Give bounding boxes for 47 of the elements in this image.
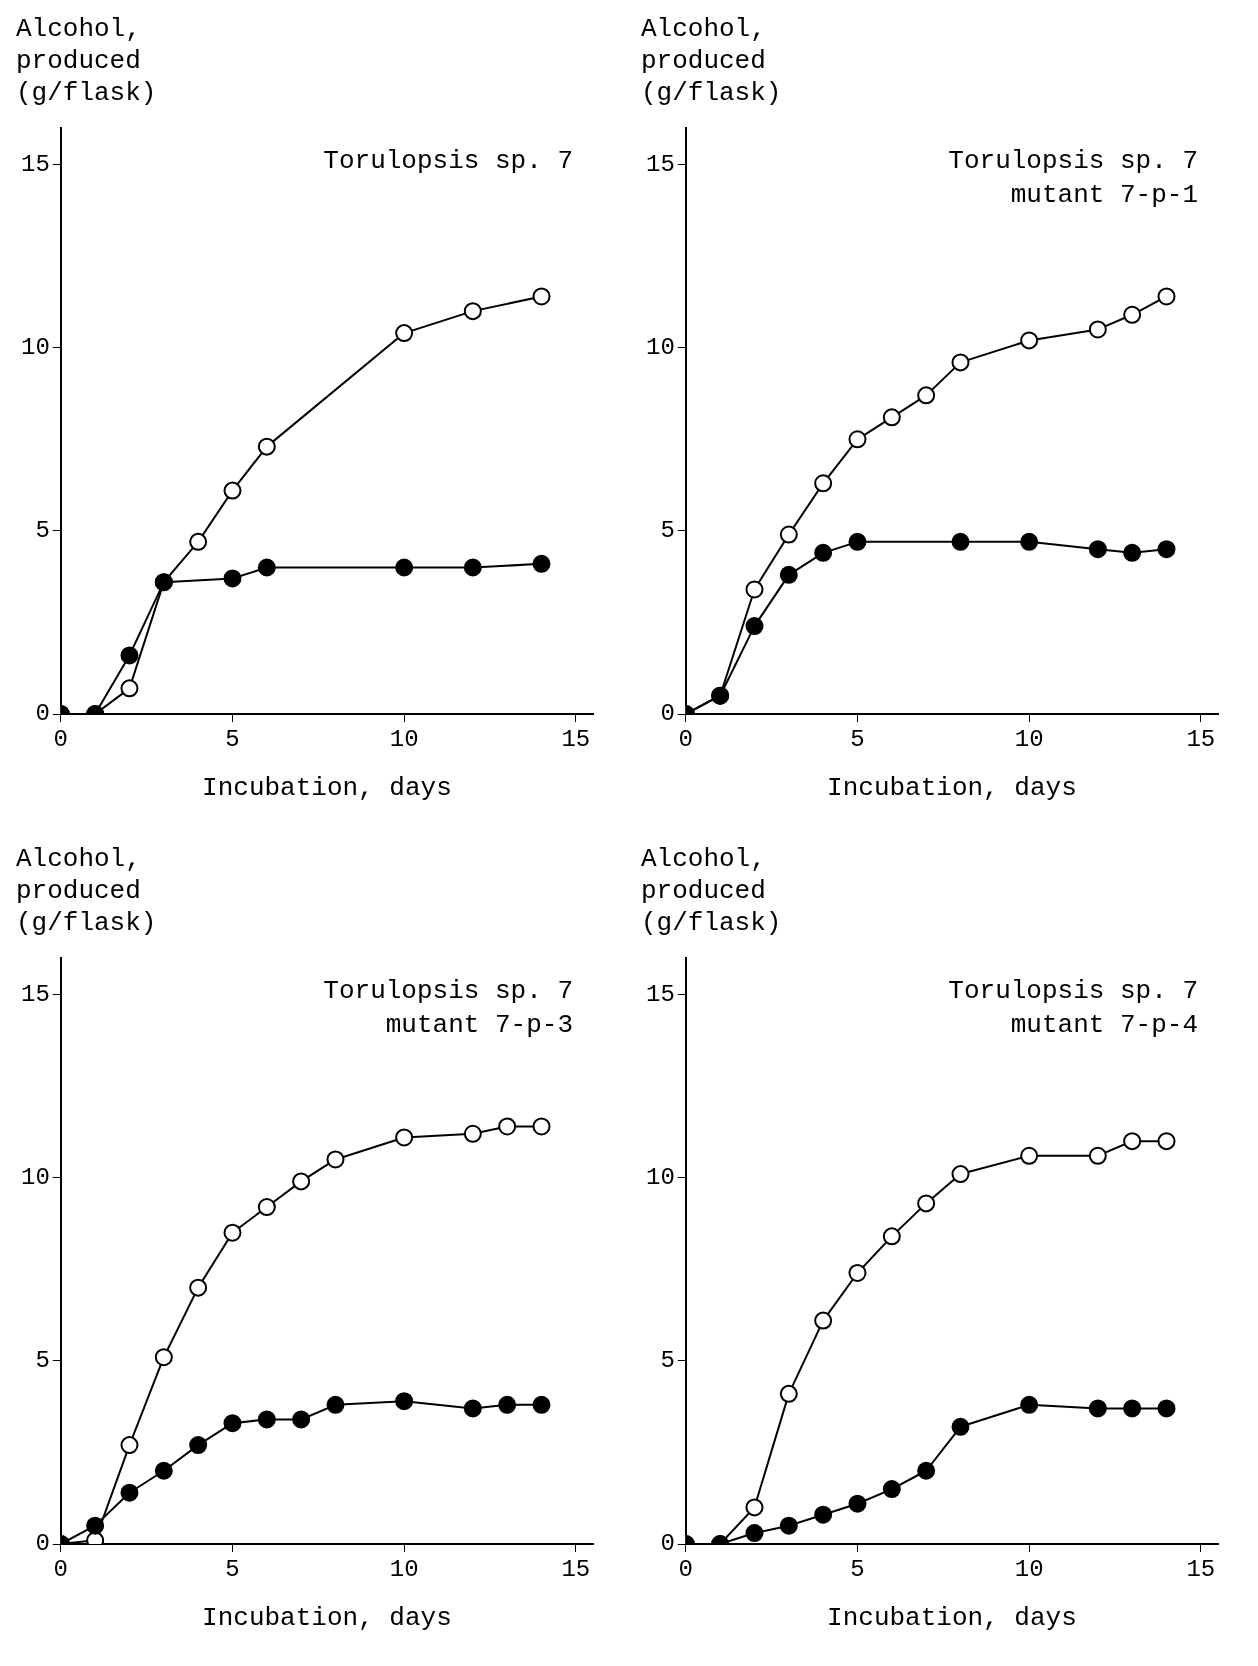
x-tick-label: 0 (678, 725, 694, 753)
y-tick-label: 15 (645, 150, 675, 178)
text: mutant 7-p-1 (1010, 179, 1198, 210)
y-tick-label: 5 (35, 517, 50, 545)
y-tick-label: 10 (20, 1164, 50, 1192)
x-tick-label: 5 (225, 725, 240, 753)
y-axis-title: Alcohol, produced (g/flask) (16, 843, 157, 938)
y-tick-label: 15 (645, 980, 675, 1008)
y-tick-label: 0 (660, 700, 675, 728)
y-tick-label: 0 (660, 1530, 675, 1558)
x-tick-label: 0 (678, 1555, 694, 1583)
x-tick-label: 5 (850, 725, 865, 753)
x-axis-title: Incubation, days (827, 773, 1077, 804)
y-axis-title: Alcohol, produced (g/flask) (641, 843, 782, 938)
text: Torulopsis sp. 7 (323, 145, 573, 176)
text: Torulopsis sp. 7 (948, 975, 1198, 1006)
x-tick-label: 0 (53, 1555, 69, 1583)
x-tick-label: 15 (1186, 725, 1216, 753)
y-tick-label: 0 (35, 1530, 50, 1558)
x-tick-label: 10 (1014, 1555, 1044, 1583)
y-tick-label: 5 (35, 1347, 50, 1375)
x-tick-label: 10 (389, 1555, 419, 1583)
x-tick-label: 15 (561, 1555, 591, 1583)
y-tick-label: 5 (660, 517, 675, 545)
x-axis-title: Incubation, days (202, 1603, 452, 1634)
x-tick-label: 10 (1014, 725, 1044, 753)
text: Torulopsis sp. 7 (323, 975, 573, 1006)
y-axis-title: Alcohol, produced (g/flask) (641, 13, 782, 108)
text: Torulopsis sp. 7 (948, 145, 1198, 176)
y-tick-label: 15 (20, 150, 50, 178)
x-axis-title: Incubation, days (827, 1603, 1077, 1634)
x-tick-label: 15 (1186, 1555, 1216, 1583)
text: mutant 7-p-4 (1010, 1009, 1198, 1040)
y-tick-label: 10 (20, 334, 50, 362)
x-axis-title: Incubation, days (202, 773, 452, 804)
y-axis-title: Alcohol, produced (g/flask) (16, 13, 157, 108)
x-tick-label: 5 (850, 1555, 865, 1583)
y-tick-label: 0 (35, 700, 50, 728)
x-tick-label: 15 (561, 725, 591, 753)
x-tick-label: 5 (225, 1555, 240, 1583)
x-tick-label: 0 (53, 725, 69, 753)
x-tick-label: 10 (389, 725, 419, 753)
y-tick-label: 5 (660, 1347, 675, 1375)
y-tick-label: 10 (645, 334, 675, 362)
y-tick-label: 15 (20, 980, 50, 1008)
y-tick-label: 10 (645, 1164, 675, 1192)
text: mutant 7-p-3 (385, 1009, 573, 1040)
